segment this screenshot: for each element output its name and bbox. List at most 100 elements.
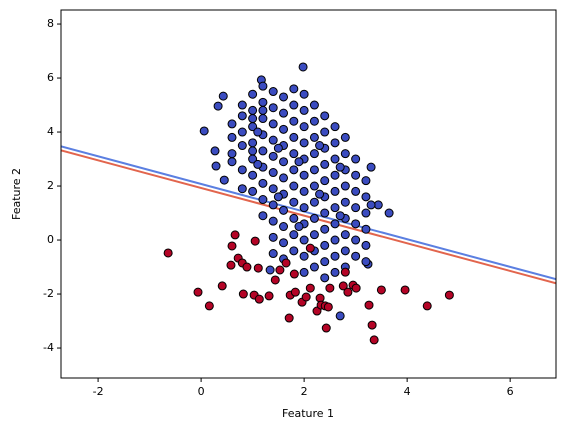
- point: [361, 224, 371, 234]
- point: [330, 154, 340, 164]
- point: [253, 127, 263, 137]
- y-tick-label: 4: [47, 125, 54, 138]
- point: [351, 235, 361, 245]
- point: [258, 178, 268, 188]
- point: [258, 97, 268, 107]
- point: [227, 149, 237, 159]
- y-tick-label: 0: [47, 233, 54, 246]
- point: [361, 176, 371, 186]
- point: [210, 146, 220, 156]
- y-axis-label: Feature 2: [10, 168, 23, 220]
- point: [218, 91, 228, 101]
- point: [279, 92, 289, 102]
- point: [315, 141, 325, 151]
- point: [330, 203, 340, 213]
- point: [268, 87, 278, 97]
- point: [242, 262, 252, 272]
- point: [268, 151, 278, 161]
- point: [237, 141, 247, 151]
- point: [258, 105, 268, 115]
- point: [237, 100, 247, 110]
- point: [351, 154, 361, 164]
- y-tick-label: 2: [47, 179, 54, 192]
- point: [199, 126, 209, 136]
- point: [366, 162, 376, 172]
- point: [253, 263, 263, 273]
- point: [376, 285, 386, 295]
- point: [289, 100, 299, 110]
- point: [279, 157, 289, 167]
- point: [321, 323, 331, 333]
- point: [320, 176, 330, 186]
- point: [248, 170, 258, 180]
- point: [248, 138, 258, 148]
- point: [219, 175, 229, 185]
- point: [299, 203, 309, 213]
- point: [289, 246, 299, 256]
- point: [320, 111, 330, 121]
- point: [444, 290, 454, 300]
- point: [248, 105, 258, 115]
- point: [227, 132, 237, 142]
- x-tick-label: 2: [301, 385, 308, 398]
- y-tick-label: -2: [43, 287, 54, 300]
- point: [289, 269, 299, 279]
- point: [279, 222, 289, 232]
- point: [299, 235, 309, 245]
- point: [361, 208, 371, 218]
- point: [289, 213, 299, 223]
- point: [340, 230, 350, 240]
- point: [330, 186, 340, 196]
- point: [281, 258, 291, 268]
- point: [279, 238, 289, 248]
- point: [309, 262, 319, 272]
- point: [315, 189, 325, 199]
- point: [258, 114, 268, 124]
- point: [268, 184, 278, 194]
- point: [268, 232, 278, 242]
- point: [268, 200, 278, 210]
- point: [227, 157, 237, 167]
- point: [330, 235, 340, 245]
- point: [309, 100, 319, 110]
- point: [343, 287, 353, 297]
- point: [204, 301, 214, 311]
- point: [258, 195, 268, 205]
- point: [330, 170, 340, 180]
- point: [364, 300, 374, 310]
- point: [264, 291, 274, 301]
- point: [309, 165, 319, 175]
- point: [258, 81, 268, 91]
- point: [217, 281, 227, 291]
- point: [289, 230, 299, 240]
- point: [340, 132, 350, 142]
- y-tick-label: 6: [47, 71, 54, 84]
- boundary-line: [61, 149, 556, 285]
- point: [338, 281, 348, 291]
- point: [384, 208, 394, 218]
- point: [351, 203, 361, 213]
- point: [309, 149, 319, 159]
- x-tick-label: 6: [507, 385, 514, 398]
- plot-frame: [60, 9, 557, 379]
- point: [361, 240, 371, 250]
- point: [237, 165, 247, 175]
- point: [248, 146, 258, 156]
- point: [258, 211, 268, 221]
- point: [351, 251, 361, 261]
- point: [294, 222, 304, 232]
- point: [309, 197, 319, 207]
- point: [275, 265, 285, 275]
- y-tick-label: 8: [47, 17, 54, 30]
- point: [265, 265, 275, 275]
- point: [320, 159, 330, 169]
- point: [335, 311, 345, 321]
- point: [309, 230, 319, 240]
- point: [330, 122, 340, 132]
- point: [248, 186, 258, 196]
- point: [320, 257, 330, 267]
- point: [320, 208, 330, 218]
- point: [299, 105, 309, 115]
- point: [340, 267, 350, 277]
- point: [335, 162, 345, 172]
